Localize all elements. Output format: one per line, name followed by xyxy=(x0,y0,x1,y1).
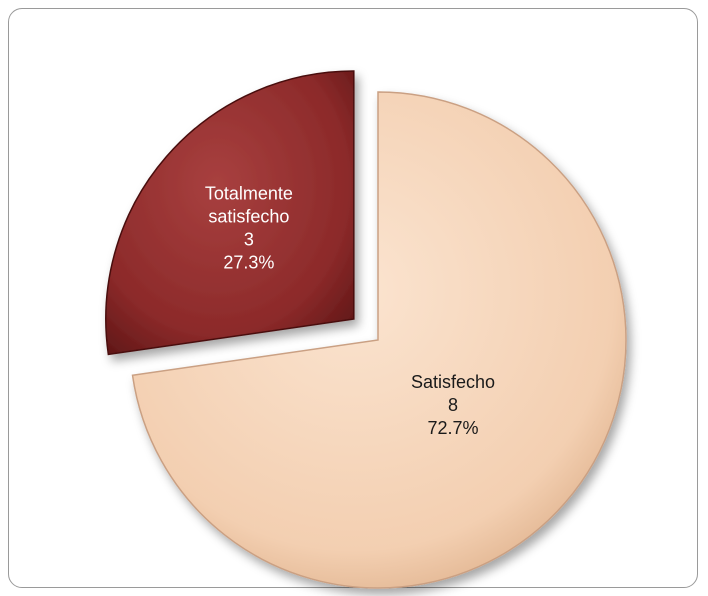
pie-slice-totalmente-satisfecho xyxy=(105,70,355,356)
slice-label-satisfecho: Satisfecho 8 72.7% xyxy=(411,372,495,438)
pie-slice-satisfecho xyxy=(131,91,627,589)
slice-label-totalmente-satisfecho: Totalmente satisfecho 3 27.3% xyxy=(205,184,293,273)
